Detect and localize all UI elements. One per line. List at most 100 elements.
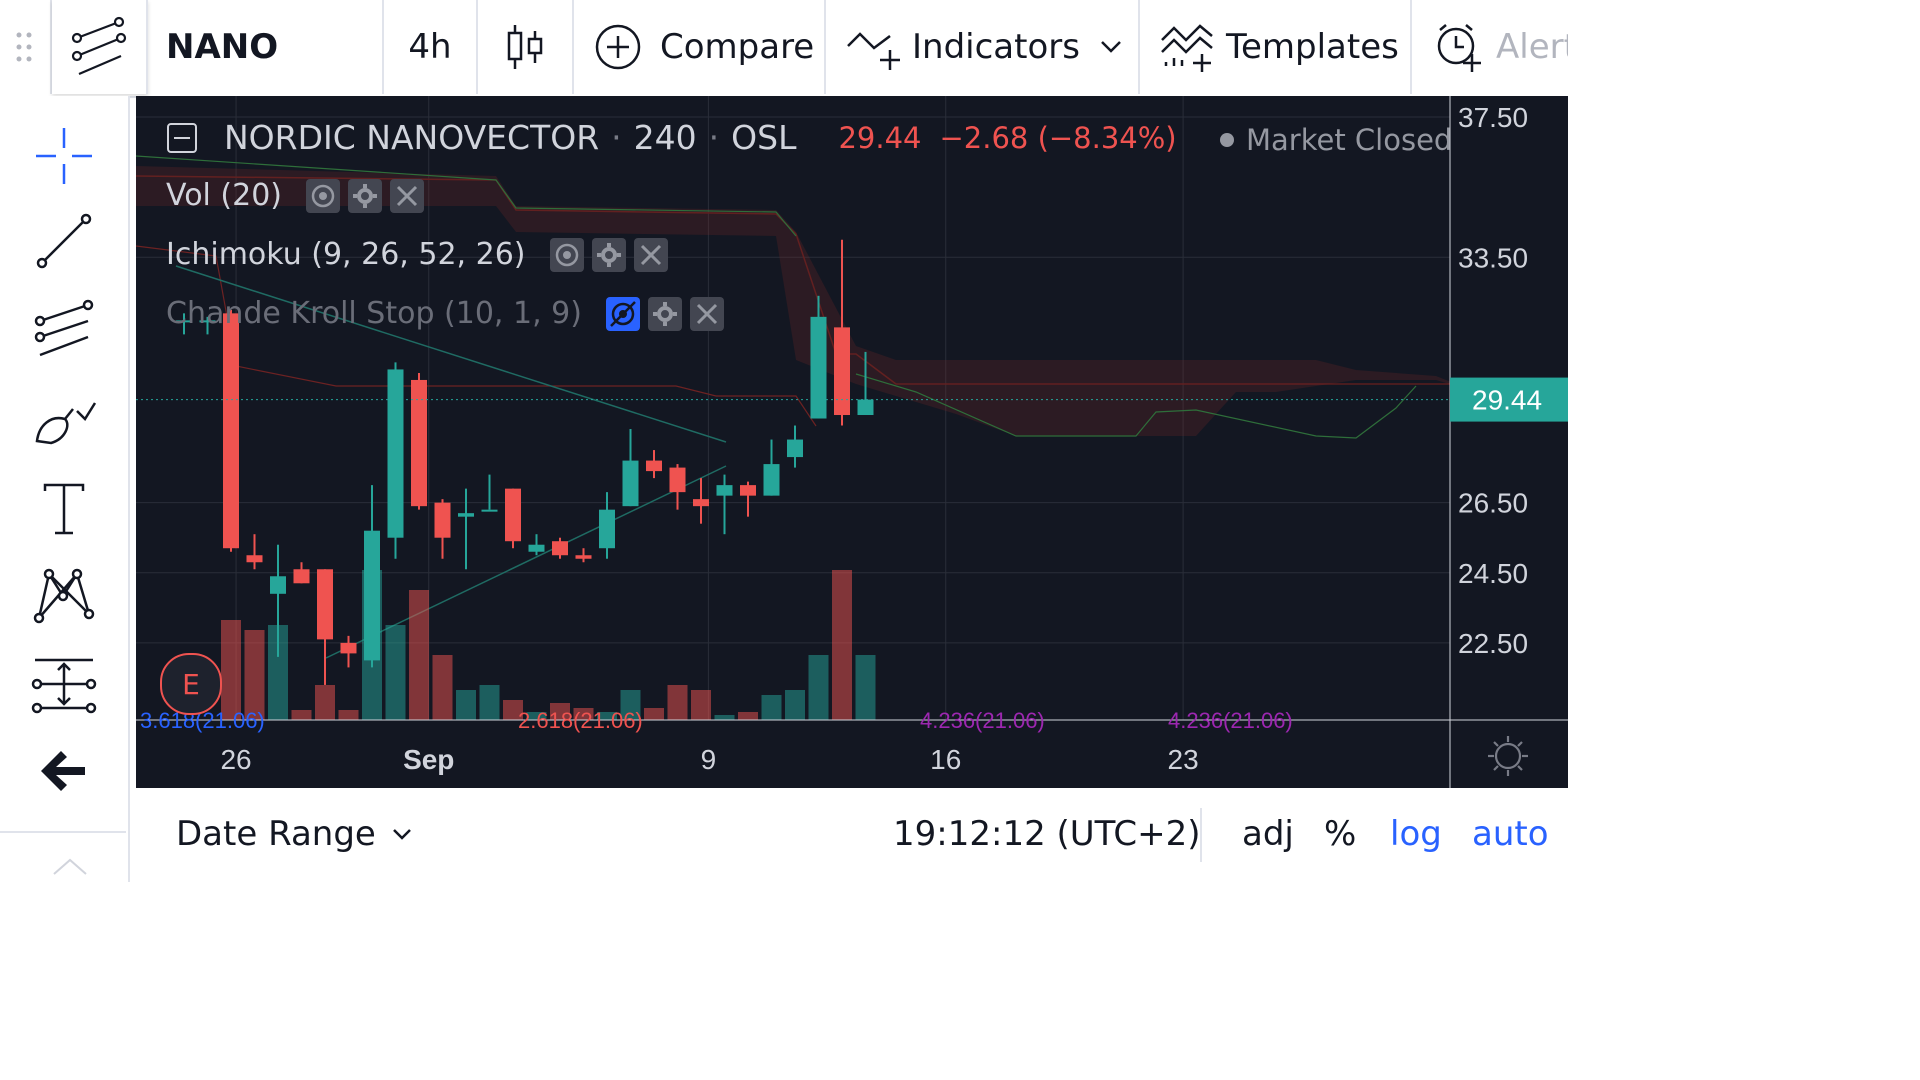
ichimoku-leading-span-b	[855, 373, 1417, 439]
indicator-label: Chande Kroll Stop (10, 1, 9)	[166, 296, 582, 331]
log-toggle[interactable]: log	[1390, 814, 1442, 854]
eye-hidden-icon[interactable]	[605, 296, 640, 331]
alert-label: Alert	[1496, 27, 1568, 67]
chart-grid	[136, 96, 1450, 720]
clock-time[interactable]: 19:12:12 (UTC+2)	[893, 814, 1201, 854]
volume-bar	[832, 570, 852, 720]
date-range-button[interactable]: Date Range	[176, 814, 412, 854]
market-status: Market Closed	[1220, 123, 1452, 157]
interval-label: 4h	[408, 27, 452, 67]
candle-body	[293, 569, 310, 584]
x-tick-label: 9	[701, 744, 717, 775]
candle-body	[857, 399, 874, 416]
indicators-button[interactable]: Indicators	[826, 0, 1140, 94]
candle-body	[787, 439, 803, 458]
percent-toggle[interactable]: %	[1324, 814, 1357, 854]
candle-body	[528, 544, 545, 552]
y-tick-label: 37.50	[1458, 102, 1528, 133]
candle-body	[176, 320, 192, 323]
fib-annotations: 3.618(21.06) 2.618(21.06) 4.236(21.06) 4…	[140, 708, 1293, 733]
trend-line-icon	[36, 213, 92, 269]
chart-type-button[interactable]	[478, 0, 574, 94]
candle-body	[481, 509, 498, 512]
gear-icon[interactable]	[647, 296, 682, 331]
text-tool[interactable]	[24, 474, 104, 544]
candle-body	[434, 502, 451, 538]
symbol-label: NANO	[166, 27, 279, 67]
volume-bar	[503, 700, 523, 720]
close-icon[interactable]	[390, 178, 425, 213]
candle-body	[693, 499, 709, 507]
volume-bar	[573, 708, 594, 720]
adj-toggle[interactable]: adj	[1242, 814, 1294, 854]
drawing-tools-toggle-icon[interactable]	[52, 0, 148, 94]
trend-line-tool[interactable]	[24, 206, 104, 276]
time-axis: 26 Sep 9 16 23	[220, 744, 1198, 775]
auto-toggle[interactable]: auto	[1472, 814, 1549, 854]
candle-body	[317, 569, 333, 640]
volume-bar	[738, 712, 758, 720]
volume-bar	[667, 685, 688, 720]
symbol-legend: NORDIC NANOVECTOR · 240 · OSL 29.44 −2.6…	[166, 118, 1177, 157]
fib-annotation: 4.236(21.06)	[1168, 708, 1293, 733]
y-tick-label: 22.50	[1458, 628, 1528, 659]
crosshair-tool[interactable]	[24, 121, 104, 191]
volume-bar	[597, 712, 617, 720]
interval-button[interactable]: 4h	[384, 0, 478, 94]
ichimoku-cloud-band	[136, 166, 1546, 436]
pitchfork-tool[interactable]	[24, 294, 104, 364]
templates-button[interactable]: Templates	[1140, 0, 1412, 94]
trend-line-upper	[175, 265, 727, 443]
indicator-legend-chande-kroll[interactable]: Chande Kroll Stop (10, 1, 9)	[166, 296, 724, 331]
close-icon[interactable]	[689, 296, 724, 331]
back-button[interactable]	[24, 736, 104, 806]
legend-separator: ·	[611, 118, 622, 157]
collapse-icon[interactable]	[166, 122, 198, 154]
volume-bar	[385, 625, 406, 720]
drag-handle-icon[interactable]	[0, 0, 52, 94]
chevron-down-icon[interactable]	[1100, 40, 1122, 54]
earnings-marker[interactable]: E	[160, 653, 222, 715]
close-icon[interactable]	[633, 237, 668, 272]
indicator-legend-ichimoku[interactable]: Ichimoku (9, 26, 52, 26)	[166, 237, 668, 272]
volume-bar	[620, 690, 641, 720]
symbol-search-button[interactable]: NANO	[148, 0, 384, 94]
eye-icon[interactable]	[549, 237, 584, 272]
symbol-name: NORDIC NANOVECTOR	[224, 118, 600, 157]
brush-tool[interactable]	[24, 384, 104, 454]
chart-area[interactable]: 37.50 33.50 26.50 24.50 22.50 26 Sep 9 16 23 3.6…	[136, 96, 1568, 788]
templates-label: Templates	[1226, 27, 1399, 67]
legend-exchange: OSL	[731, 118, 797, 157]
chevron-up-icon[interactable]	[52, 856, 88, 880]
candle-body	[575, 555, 592, 559]
pattern-tool[interactable]	[24, 559, 104, 629]
candle-body	[599, 509, 615, 549]
settings-icon[interactable]	[1488, 736, 1528, 776]
date-range-label: Date Range	[176, 814, 376, 854]
crosshair-icon	[36, 128, 92, 184]
legend-separator: ·	[708, 118, 720, 157]
volume-bar	[315, 685, 335, 720]
indicators-icon	[847, 32, 900, 70]
volume-bar	[291, 710, 312, 720]
measure-tool[interactable]	[24, 649, 104, 719]
x-tick-label: 23	[1168, 744, 1199, 775]
alert-button[interactable]: Alert	[1412, 0, 1568, 94]
indicator-label: Vol (20)	[166, 178, 283, 213]
indicator-legend-volume[interactable]: Vol (20)	[166, 178, 425, 213]
volume-bar	[855, 655, 876, 720]
gear-icon[interactable]	[348, 178, 383, 213]
volume-bar	[221, 620, 241, 720]
compare-button[interactable]: Compare	[574, 0, 826, 94]
volume-bar	[479, 685, 500, 720]
candle-body	[552, 541, 568, 556]
candles	[176, 239, 874, 685]
volume-bar	[432, 655, 453, 720]
eye-icon[interactable]	[306, 178, 341, 213]
gear-icon[interactable]	[591, 237, 626, 272]
price-chart[interactable]: 37.50 33.50 26.50 24.50 22.50 26 Sep 9 16 23 3.6…	[136, 96, 1568, 788]
ichimoku-leading-span-a	[136, 155, 797, 237]
bottom-divider	[1200, 808, 1202, 862]
candle-body	[834, 327, 850, 416]
candle-body	[810, 316, 827, 419]
